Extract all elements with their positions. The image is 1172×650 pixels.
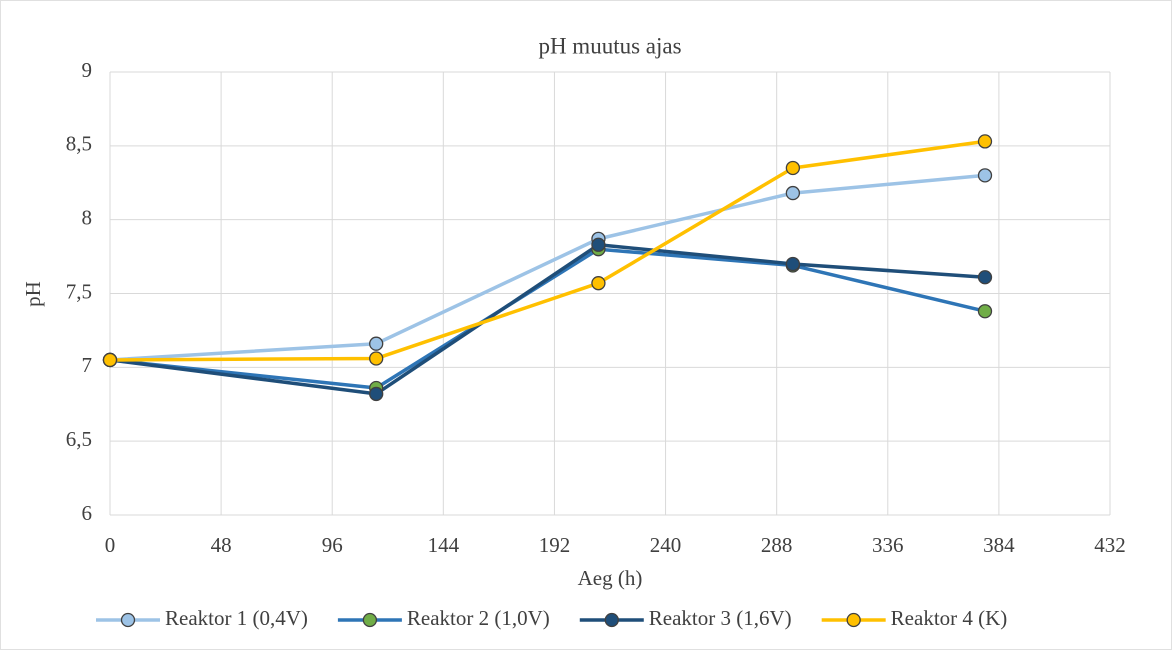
data-point xyxy=(102,352,118,368)
y-axis-label: pH xyxy=(21,281,45,307)
x-tick-label: 96 xyxy=(322,533,343,557)
legend-marker xyxy=(846,612,861,628)
legend: Reaktor 1 (0,4V) Reaktor 2 (1,0V) Reaktor … xyxy=(96,606,1007,630)
y-tick-label: 7 xyxy=(82,353,93,377)
x-tick-label: 144 xyxy=(428,533,460,557)
data-point xyxy=(785,256,801,272)
legend-marker xyxy=(362,612,378,628)
y-tick-label: 7,5 xyxy=(66,279,92,303)
y-tick-label: 8,5 xyxy=(66,132,92,156)
x-axis-label: Aeg (h) xyxy=(578,566,643,590)
x-tick-label: 336 xyxy=(872,533,904,557)
x-tick-label: 48 xyxy=(211,533,232,557)
x-tick-label: 384 xyxy=(983,533,1015,557)
data-point xyxy=(591,237,606,252)
data-point xyxy=(591,276,606,291)
data-point xyxy=(977,168,993,183)
data-point xyxy=(369,351,384,366)
chart-title: pH muutus ajas xyxy=(538,33,681,58)
legend-label: Reaktor 3 (1,6V) xyxy=(649,606,792,630)
data-point xyxy=(977,270,993,285)
legend-marker xyxy=(120,612,136,628)
legend-label: Reaktor 2 (1,0V) xyxy=(407,606,550,630)
y-tick-label: 8 xyxy=(82,205,93,229)
data-point xyxy=(977,134,993,149)
x-tick-label: 0 xyxy=(105,533,116,557)
legend-marker xyxy=(604,612,619,628)
x-tick-label: 192 xyxy=(539,533,571,557)
data-point xyxy=(369,336,384,351)
data-point xyxy=(369,386,384,402)
y-tick-label: 6 xyxy=(82,501,93,525)
y-tick-label: 9 xyxy=(82,58,93,82)
data-point xyxy=(785,160,801,176)
x-tick-label: 432 xyxy=(1094,533,1126,557)
data-point xyxy=(977,304,993,319)
data-point xyxy=(785,185,801,201)
y-tick-label: 6,5 xyxy=(66,427,92,451)
legend-label: Reaktor 1 (0,4V) xyxy=(165,606,308,630)
x-tick-label: 288 xyxy=(761,533,793,557)
legend-label: Reaktor 4 (K) xyxy=(891,606,1008,630)
x-tick-label: 240 xyxy=(650,533,682,557)
